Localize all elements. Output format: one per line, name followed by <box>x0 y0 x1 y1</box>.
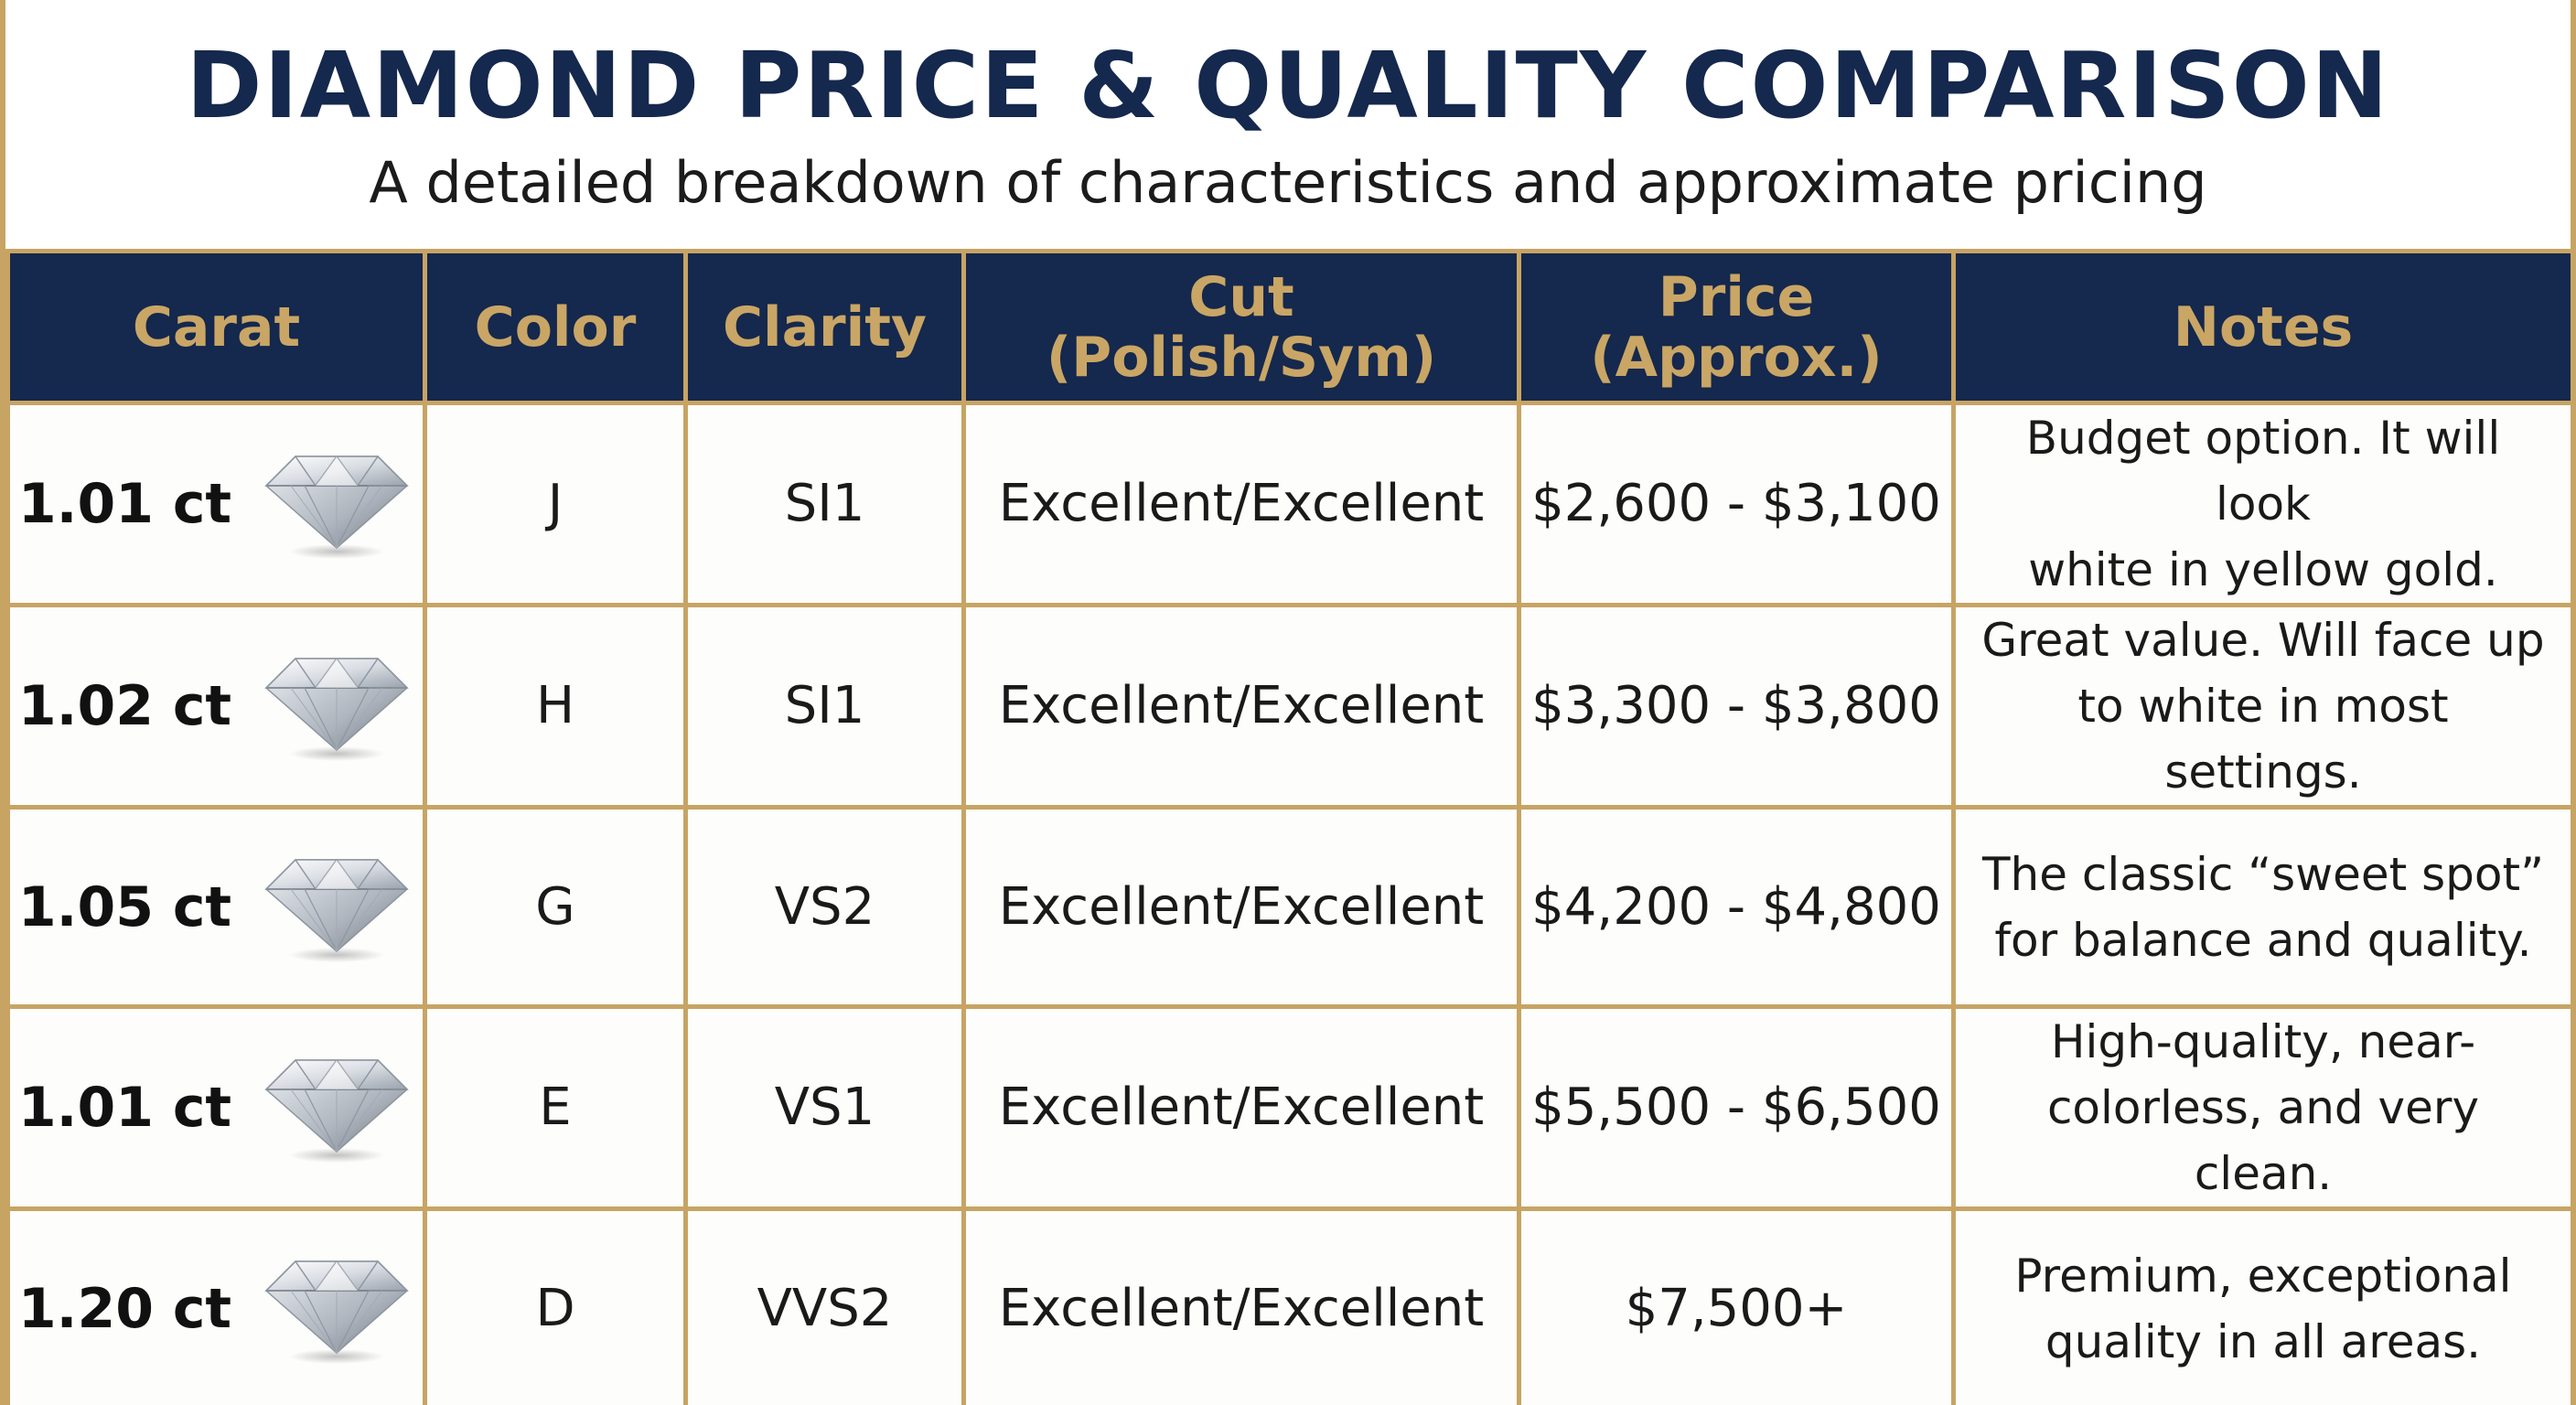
price-cell: $2,600 - $3,100 <box>1517 401 1956 607</box>
column-header-price-line1: Price <box>1658 264 1815 329</box>
carat-value: 1.01 ct <box>17 1076 232 1140</box>
page-header: DIAMOND PRICE & QUALITY COMPARISON A det… <box>5 0 2571 249</box>
cut-cell: Excellent/Excellent <box>961 603 1521 810</box>
notes-line2: quality in all areas. <box>2045 1314 2482 1368</box>
carat-cell: 1.01 ct <box>5 1004 427 1211</box>
table-row: 1.02 ct <box>5 603 2575 810</box>
column-header-cut: Cut (Polish/Sym) <box>961 249 1521 405</box>
column-header-notes: Notes <box>1951 249 2575 405</box>
column-header-price-line2: (Approx.) <box>1590 325 1883 390</box>
diamond-icon <box>259 445 414 563</box>
cut-cell: Excellent/Excellent <box>961 401 1521 607</box>
clarity-cell: VS2 <box>683 805 966 1009</box>
notes-line1: Great value. Will face up <box>1981 614 2545 667</box>
carat-value: 1.05 ct <box>17 874 232 939</box>
table-row: 1.20 ct <box>5 1207 2575 1405</box>
clarity-cell: SI1 <box>683 401 966 607</box>
notes-cell: High-quality, near- colorless, and very … <box>1951 1004 2575 1211</box>
table-row: 1.01 ct <box>5 1004 2575 1211</box>
notes-line1: Premium, exceptional <box>2014 1249 2512 1303</box>
carat-cell: 1.02 ct <box>5 603 427 810</box>
diamond-icon <box>259 648 414 765</box>
notes-cell: The classic “sweet spot” for balance and… <box>1951 805 2575 1009</box>
notes-line1: High-quality, near- <box>2050 1015 2476 1068</box>
carat-cell: 1.05 ct <box>5 805 427 1009</box>
clarity-cell: SI1 <box>683 603 966 810</box>
notes-line2: for balance and quality. <box>1994 913 2532 967</box>
table-row: 1.01 ct <box>5 401 2575 607</box>
carat-value: 1.02 ct <box>17 674 232 738</box>
comparison-table: Carat Color Clarity Cut (Polish/Sym) Pri… <box>5 249 2575 1405</box>
notes-line2: white in yellow gold. <box>2028 543 2498 596</box>
price-cell: $3,300 - $3,800 <box>1517 603 1956 810</box>
table-body: 1.01 ct <box>5 401 2575 1405</box>
cut-cell: Excellent/Excellent <box>961 1004 1521 1211</box>
notes-cell: Great value. Will face up to white in mo… <box>1951 603 2575 810</box>
carat-value: 1.01 ct <box>17 472 232 536</box>
color-cell: J <box>423 401 688 607</box>
carat-value: 1.20 ct <box>17 1276 232 1341</box>
price-cell: $7,500+ <box>1517 1207 1956 1405</box>
clarity-cell: VS1 <box>683 1004 966 1211</box>
column-header-carat: Carat <box>5 249 427 405</box>
cut-cell: Excellent/Excellent <box>961 805 1521 1009</box>
diamond-icon <box>259 1250 414 1367</box>
page-subtitle: A detailed breakdown of characteristics … <box>369 149 2207 216</box>
color-cell: H <box>423 603 688 810</box>
table-header-row: Carat Color Clarity Cut (Polish/Sym) Pri… <box>5 249 2575 405</box>
color-cell: G <box>423 805 688 1009</box>
diamond-icon <box>259 849 414 966</box>
column-header-price: Price (Approx.) <box>1517 249 1956 405</box>
color-cell: E <box>423 1004 688 1211</box>
carat-cell: 1.20 ct <box>5 1207 427 1405</box>
notes-line1: The classic “sweet spot” <box>1981 847 2545 901</box>
notes-cell: Budget option. It will look white in yel… <box>1951 401 2575 607</box>
clarity-cell: VVS2 <box>683 1207 966 1405</box>
notes-line1: Budget option. It will look <box>2025 412 2501 531</box>
column-header-cut-line2: (Polish/Sym) <box>1046 325 1437 390</box>
diamond-icon <box>259 1049 414 1166</box>
page-title: DIAMOND PRICE & QUALITY COMPARISON <box>186 32 2390 139</box>
column-header-clarity: Clarity <box>683 249 966 405</box>
column-header-cut-line1: Cut <box>1188 264 1294 329</box>
notes-cell: Premium, exceptional quality in all area… <box>1951 1207 2575 1405</box>
price-cell: $4,200 - $4,800 <box>1517 805 1956 1009</box>
price-cell: $5,500 - $6,500 <box>1517 1004 1956 1211</box>
carat-cell: 1.01 ct <box>5 401 427 607</box>
cut-cell: Excellent/Excellent <box>961 1207 1521 1405</box>
table-row: 1.05 ct <box>5 805 2575 1009</box>
notes-line2: to white in most settings. <box>2077 680 2449 799</box>
notes-line2: colorless, and very clean. <box>2046 1081 2480 1200</box>
color-cell: D <box>423 1207 688 1405</box>
column-header-color: Color <box>423 249 688 405</box>
